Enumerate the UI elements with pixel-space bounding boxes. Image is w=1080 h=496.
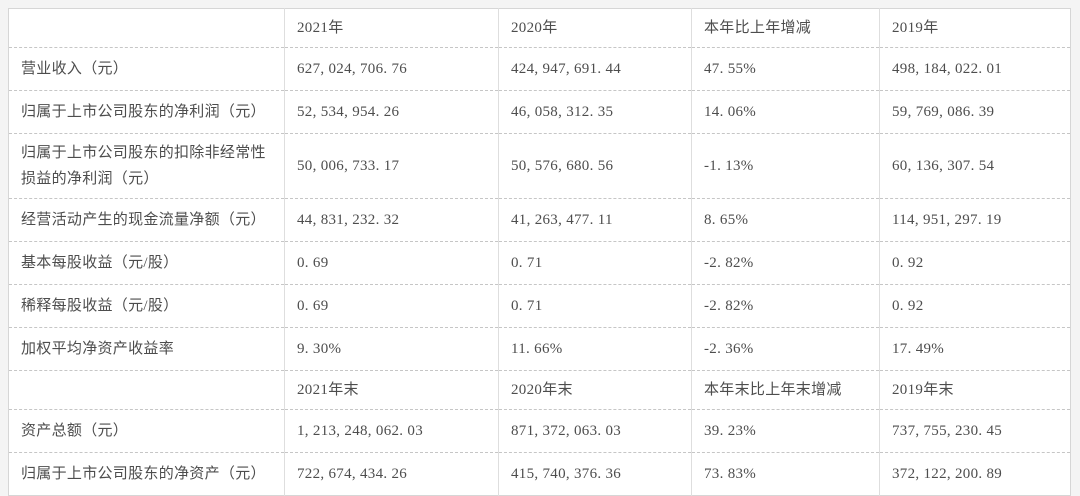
row-label-cell: 基本每股收益（元/股） [8,241,285,285]
value-cell-2019: 498, 184, 022. 01 [879,47,1071,91]
value-cell-2019: 372, 122, 200. 89 [879,452,1071,496]
table-row-weighted-avg-roe: 加权平均净资产收益率 9. 30% 11. 66% -2. 36% 17. 49… [8,327,1071,371]
value-cell-change: 73. 83% [691,452,880,496]
value-cell-change: 8. 65% [691,198,880,242]
value-cell-2019: 17. 49% [879,327,1071,371]
header-cell-blank [8,370,285,410]
value-cell-2019: 114, 951, 297. 19 [879,198,1071,242]
value-cell-2019: 737, 755, 230. 45 [879,409,1071,453]
value-cell-change: -2. 82% [691,241,880,285]
table-row-net-profit-excl-nonrecurring: 归属于上市公司股东的扣除非经常性损益的净利润（元） 50, 006, 733. … [8,133,1071,199]
value-cell-2020: 871, 372, 063. 03 [498,409,692,453]
header-cell-2019: 2019年 [879,8,1071,48]
row-label-cell: 归属于上市公司股东的净利润（元） [8,90,285,134]
value-cell-2021: 0. 69 [284,284,499,328]
value-cell-2020: 46, 058, 312. 35 [498,90,692,134]
value-cell-change: -1. 13% [691,133,880,199]
row-label-cell: 加权平均净资产收益率 [8,327,285,371]
value-cell-2021: 50, 006, 733. 17 [284,133,499,199]
header-cell-2020: 2020年 [498,8,692,48]
table-row-net-assets: 归属于上市公司股东的净资产（元） 722, 674, 434. 26 415, … [8,452,1071,496]
header-cell-yoy-end-change: 本年末比上年末增减 [691,370,880,410]
table-row-net-profit: 归属于上市公司股东的净利润（元） 52, 534, 954. 26 46, 05… [8,90,1071,134]
value-cell-change: -2. 82% [691,284,880,328]
value-cell-2021: 1, 213, 248, 062. 03 [284,409,499,453]
financial-key-data-table: 2021年 2020年 本年比上年增减 2019年 营业收入（元） 627, 0… [8,8,1071,496]
value-cell-2020: 0. 71 [498,284,692,328]
value-cell-change: 47. 55% [691,47,880,91]
row-label-cell: 归属于上市公司股东的净资产（元） [8,452,285,496]
row-label-cell: 稀释每股收益（元/股） [8,284,285,328]
value-cell-2020: 11. 66% [498,327,692,371]
value-cell-2021: 627, 024, 706. 76 [284,47,499,91]
row-label-cell: 归属于上市公司股东的扣除非经常性损益的净利润（元） [8,133,285,199]
value-cell-2020: 0. 71 [498,241,692,285]
value-cell-2020: 424, 947, 691. 44 [498,47,692,91]
key-accounting-data-table: 2021年 2020年 本年比上年增减 2019年 营业收入（元） 627, 0… [8,8,1071,496]
table-row-operating-cash-flow: 经营活动产生的现金流量净额（元） 44, 831, 232. 32 41, 26… [8,198,1071,242]
table-header-row-year-end: 2021年末 2020年末 本年末比上年末增减 2019年末 [8,370,1071,410]
table-row-total-assets: 资产总额（元） 1, 213, 248, 062. 03 871, 372, 0… [8,409,1071,453]
table-row-diluted-eps: 稀释每股收益（元/股） 0. 69 0. 71 -2. 82% 0. 92 [8,284,1071,328]
value-cell-change: 14. 06% [691,90,880,134]
value-cell-2021: 722, 674, 434. 26 [284,452,499,496]
row-label-cell: 营业收入（元） [8,47,285,91]
row-label-cell: 经营活动产生的现金流量净额（元） [8,198,285,242]
value-cell-change: -2. 36% [691,327,880,371]
value-cell-2020: 41, 263, 477. 11 [498,198,692,242]
value-cell-2019: 60, 136, 307. 54 [879,133,1071,199]
table-header-row-annual: 2021年 2020年 本年比上年增减 2019年 [9,8,1071,48]
table-row-basic-eps: 基本每股收益（元/股） 0. 69 0. 71 -2. 82% 0. 92 [8,241,1071,285]
value-cell-2021: 52, 534, 954. 26 [284,90,499,134]
value-cell-change: 39. 23% [691,409,880,453]
value-cell-2019: 59, 769, 086. 39 [879,90,1071,134]
value-cell-2019: 0. 92 [879,284,1071,328]
value-cell-2020: 50, 576, 680. 56 [498,133,692,199]
value-cell-2021: 44, 831, 232. 32 [284,198,499,242]
value-cell-2019: 0. 92 [879,241,1071,285]
value-cell-2021: 0. 69 [284,241,499,285]
header-cell-2021: 2021年 [284,8,499,48]
value-cell-2020: 415, 740, 376. 36 [498,452,692,496]
header-cell-2019-end: 2019年末 [879,370,1071,410]
table-row-operating-revenue: 营业收入（元） 627, 024, 706. 76 424, 947, 691.… [8,47,1071,91]
header-cell-yoy-change: 本年比上年增减 [691,8,880,48]
header-cell-blank [9,9,285,48]
header-cell-2021-end: 2021年末 [284,370,499,410]
value-cell-2021: 9. 30% [284,327,499,371]
row-label-cell: 资产总额（元） [8,409,285,453]
header-cell-2020-end: 2020年末 [498,370,692,410]
